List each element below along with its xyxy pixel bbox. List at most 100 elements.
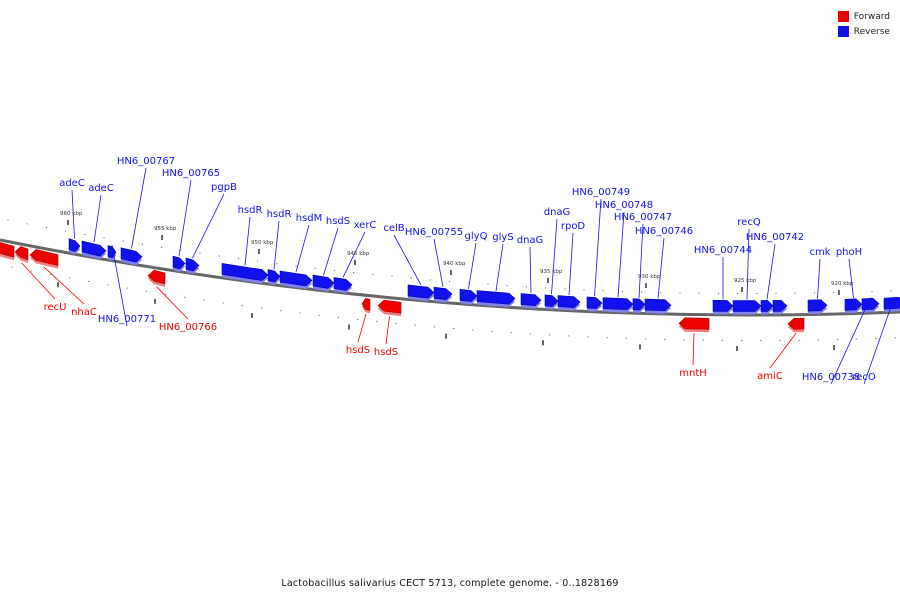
leader-line: [131, 167, 147, 249]
gene-label: rpoD: [561, 221, 586, 232]
gene-label: dnaG: [544, 207, 571, 218]
gene-arrow-reverse: [586, 296, 603, 309]
leader-line: [817, 258, 821, 299]
scale-label: 925 kbp: [734, 278, 757, 284]
leader-line: [568, 232, 574, 296]
legend-forward-label: Forward: [853, 11, 890, 22]
gene-label: glyS: [492, 232, 513, 243]
gene-label: adeC: [88, 183, 114, 194]
legend-forward: Forward: [837, 9, 890, 24]
gene-arrow-forward: [361, 298, 371, 311]
leader-line: [192, 193, 225, 259]
leader-line: [848, 258, 854, 299]
gene-label: HN6_00749: [572, 187, 630, 198]
gene-arrow-reverse: [333, 277, 353, 291]
leader-line: [323, 227, 339, 276]
gene-label: recO: [852, 372, 876, 383]
gene-label: recU: [44, 302, 67, 313]
gene-arrow-reverse: [807, 299, 828, 312]
gene-label: dnaG: [517, 235, 544, 246]
leader-line: [385, 316, 390, 345]
gene-label: amiC: [757, 371, 783, 382]
gene-arrow-reverse: [221, 263, 269, 281]
ruler-ticks: [7, 219, 896, 351]
gene-label: HN6_00766: [159, 322, 217, 333]
leader-line: [71, 189, 75, 239]
gene-arrow-reverse: [279, 270, 313, 287]
gene-arrow-reverse: [433, 286, 453, 300]
reverse-swatch: [837, 26, 849, 37]
gene-arrow-reverse: [712, 300, 734, 312]
gene-arrow-reverse: [557, 295, 581, 308]
gene-label: hsdS: [326, 216, 350, 227]
gene-label: pgpB: [211, 182, 237, 193]
leader-line: [295, 224, 310, 273]
gene-arrow-forward: [678, 317, 710, 330]
leader-line: [617, 211, 625, 298]
leader-line: [692, 333, 695, 366]
gene-arrow-reverse: [732, 300, 762, 312]
gene-label: hsdM: [296, 213, 323, 224]
leader-line: [863, 296, 895, 385]
leader-line: [766, 243, 776, 300]
gene-label: hsdR: [267, 209, 292, 220]
scale-label: 935 kbp: [540, 269, 563, 275]
legend-reverse-label: Reverse: [853, 26, 890, 37]
leader-line: [156, 286, 189, 320]
gene-arrow-forward: [14, 246, 29, 261]
gene-label: HN6_00738: [802, 372, 860, 383]
leader-line: [551, 218, 558, 295]
leader-line: [657, 237, 665, 299]
gene-arrows: [0, 238, 900, 333]
scale-label: 930 kbp: [638, 274, 661, 280]
gene-label: nhaC: [71, 307, 97, 318]
scale-label: 960 kbp: [60, 211, 83, 217]
gene-arrow-reverse: [68, 238, 81, 252]
gene-arrow-reverse: [267, 269, 281, 283]
leader-line: [43, 266, 85, 305]
gene-arrow-reverse: [760, 300, 774, 312]
gene-arrow-reverse: [459, 288, 478, 302]
gene-arrow-reverse: [602, 297, 634, 311]
gene-label: cmk: [809, 247, 830, 258]
gene-label: HN6_00744: [694, 245, 752, 256]
leader-line: [529, 246, 532, 294]
gene-label: HN6_00742: [746, 232, 804, 243]
leader-line: [21, 262, 56, 300]
gene-label: HN6_00765: [162, 168, 220, 179]
leader-line: [244, 216, 251, 266]
gene-label: HN6_00747: [614, 212, 672, 223]
gene-label: hsdS: [346, 345, 370, 356]
legend: Forward Reverse: [837, 9, 890, 39]
gene-label: HN6_00748: [595, 200, 653, 211]
gene-arrow-reverse: [844, 298, 863, 311]
legend-reverse: Reverse: [837, 24, 890, 39]
gene-arrow-reverse: [120, 247, 143, 263]
gene-label: HN6_00767: [117, 156, 175, 167]
gene-arrow-reverse: [407, 284, 435, 299]
leader-line: [357, 313, 367, 343]
leader-line: [93, 194, 102, 243]
gene-arrow-forward: [787, 317, 805, 330]
gene-arrow-forward: [29, 249, 59, 267]
leader-line: [433, 238, 444, 288]
leader-line: [342, 231, 366, 278]
leader-line: [769, 332, 797, 369]
leader-line: [638, 223, 644, 298]
gene-label: recQ: [737, 217, 761, 228]
label-leader-lines: [21, 167, 895, 385]
gene-label: HN6_00746: [635, 226, 693, 237]
gene-label: hsdS: [374, 347, 398, 358]
leader-line: [273, 220, 280, 270]
leader-line: [178, 179, 192, 257]
leader-line: [495, 243, 504, 291]
forward-swatch: [837, 11, 849, 22]
gene-label: phoH: [836, 247, 862, 258]
scale-label: 920 kbp: [831, 281, 854, 287]
scale-label: 945 kbp: [347, 251, 370, 257]
leader-line: [594, 198, 602, 297]
figure-caption: Lactobacillus salivarius CECT 5713, comp…: [281, 578, 619, 589]
leader-line: [468, 242, 477, 289]
